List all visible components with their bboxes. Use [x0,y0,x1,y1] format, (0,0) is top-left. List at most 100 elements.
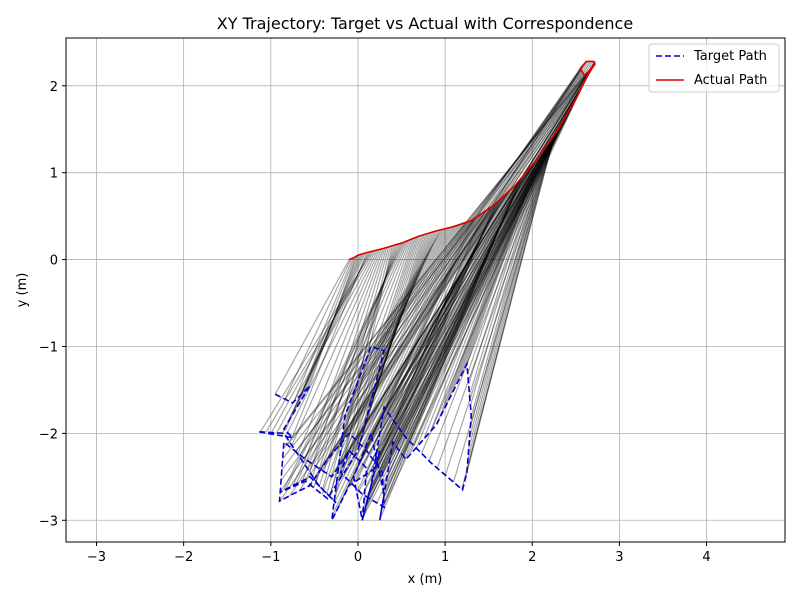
correspondence-line [378,210,486,455]
correspondence-line [333,245,393,502]
x-axis-title: x (m) [408,572,443,587]
correspondence-line [333,219,474,516]
correspondence-line [360,202,497,514]
correspondence-line [451,157,539,394]
correspondence-line [308,256,357,387]
x-tick-label: 0 [354,550,362,565]
correspondence-line [339,223,462,452]
correspondence-line [416,166,532,448]
correspondence-line [380,180,520,511]
correspondence-line [358,201,498,504]
correspondence-line [367,103,574,498]
correspondence-line [379,181,519,520]
correspondence-line [337,222,465,473]
correspondence-line [329,238,415,496]
correspondence-line [373,208,490,476]
correspondence-line [444,131,558,476]
correspondence-line [469,143,549,428]
correspondence-line [357,234,424,450]
correspondence-line [395,170,529,448]
correspondence-line [347,226,455,410]
y-tick-label: 2 [50,80,58,95]
y-tick-label: −2 [39,427,58,442]
correspondence-line [366,91,580,470]
correspondence-line [469,146,547,406]
correspondence-line [379,230,438,367]
correspondence-line [466,137,554,471]
correspondence-line [365,205,494,507]
correspondence-line [270,251,371,435]
correspondence-line [362,65,595,448]
correspondence-line [280,251,370,437]
y-tick-label: 0 [50,254,58,269]
correspondence-line [347,62,595,436]
correspondence-line [380,114,568,424]
x-tick-label: −1 [261,550,280,565]
x-tick-label: 4 [702,550,710,565]
correspondence-line [362,228,447,370]
y-ticks: −3 −2 −1 0 1 2 [39,80,66,529]
correspondence-line [365,213,482,475]
correspondence-line [405,123,563,439]
correspondence-line [363,233,427,430]
correspondence-line [274,259,350,395]
x-tick-label: −2 [174,550,193,565]
correspondence-line [373,191,510,447]
correspondence-line [304,240,409,482]
correspondence-line [284,258,352,400]
correspondence-line [284,252,366,431]
correspondence-line [467,151,544,374]
correspondence-line [367,193,507,442]
correspondence-line [355,197,503,472]
correspondence-line [284,241,406,491]
correspondence-line [326,61,590,461]
correspondence-line [373,231,434,388]
correspondence-line [359,90,581,462]
correspondence-line [372,106,572,477]
x-tick-label: 1 [441,550,449,565]
correspondence-line [370,207,491,486]
correspondence-line [292,242,402,486]
correspondence-line [377,188,512,468]
correspondence-line [423,164,533,440]
correspondence-line [295,71,589,452]
correspondence-line [467,138,552,460]
target-path-line [257,345,473,521]
correspondence-line [376,231,436,378]
correspondence-line [381,70,592,474]
correspondence-line [354,227,451,390]
correspondence-line [342,62,595,461]
legend-label-target: Target Path [693,49,767,64]
correspondence-line [315,247,388,482]
correspondence-line [430,163,535,432]
correspondence-line [378,229,442,350]
correspondence-line [375,109,570,455]
correspondence-line [335,222,467,484]
correspondence-line [279,69,582,492]
correspondence-line [282,74,586,449]
correspondence-line [365,233,429,419]
correspondence-line [370,192,508,436]
correspondence-line [461,154,541,375]
correspondence-line [421,126,561,454]
legend-label-actual: Actual Path [694,73,767,88]
correspondence-line [365,101,575,508]
plot-frame [65,37,786,543]
correspondence-line [369,229,443,349]
correspondence-line [382,73,590,495]
correspondence-line [311,244,399,479]
correspondence-line [358,227,449,380]
correspondence-line [321,246,390,490]
correspondence-line [461,134,556,490]
correspondence-line [470,145,548,417]
correspondence-line [382,230,440,357]
correspondence-line [303,70,590,459]
correspondence-line [383,74,589,506]
correspondence-line [373,108,571,466]
correspondence-lines [259,61,596,520]
correspondence-line [297,248,382,455]
correspondence-line [436,129,559,469]
correspondence-line [389,173,526,458]
correspondence-line [308,63,585,487]
correspondence-line [301,243,401,481]
